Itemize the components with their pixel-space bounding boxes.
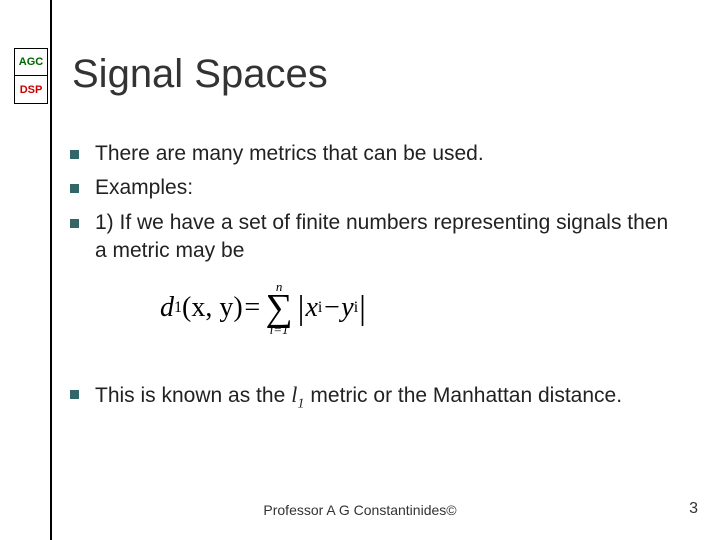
formula-fn-sub: 1 <box>174 299 182 317</box>
square-bullet-icon <box>70 184 79 193</box>
list-item: Examples: <box>70 174 670 202</box>
square-bullet-icon <box>70 150 79 159</box>
badge-agc: AGC <box>14 48 48 76</box>
square-bullet-icon <box>70 219 79 228</box>
slide-number: 3 <box>689 500 698 518</box>
list-item: 1) If we have a set of finite numbers re… <box>70 209 670 266</box>
minus: − <box>322 292 341 324</box>
bullet-text: This is known as the l1 metric or the Ma… <box>95 380 670 414</box>
term-x: x <box>305 292 317 324</box>
text-post: metric or the Manhattan distance. <box>310 382 622 410</box>
text-pre: This is known as the <box>95 382 285 410</box>
square-bullet-icon <box>70 390 79 399</box>
term-y: y <box>341 292 353 324</box>
badge-stack: AGC DSP <box>14 48 50 104</box>
sigma-symbol: ∑ <box>266 293 293 323</box>
slide-title: Signal Spaces <box>72 48 328 94</box>
list-item: This is known as the l1 metric or the Ma… <box>70 380 670 414</box>
l1-sub: 1 <box>297 396 304 411</box>
abs-bar-icon: | <box>358 295 367 322</box>
sigma-icon: n ∑ i=1 <box>266 280 293 336</box>
content-area: There are many metrics that can be used.… <box>70 140 670 271</box>
bullet-text: 1) If we have a set of finite numbers re… <box>95 209 670 266</box>
list-item: There are many metrics that can be used. <box>70 140 670 168</box>
title-block: AGC DSP Signal Spaces <box>14 48 328 104</box>
formula-args: (x, y) <box>182 292 243 324</box>
badge-dsp: DSP <box>14 76 48 104</box>
bullet-text: Examples: <box>95 174 670 202</box>
sum-lower: i=1 <box>270 323 289 336</box>
bullet-text: There are many metrics that can be used. <box>95 140 670 168</box>
footer-credit: Professor A G Constantinides© <box>0 502 720 518</box>
lower-content: This is known as the l1 metric or the Ma… <box>70 380 670 420</box>
l1-symbol: l1 <box>291 380 304 414</box>
formula-eq: = <box>243 292 262 324</box>
formula-fn: d <box>160 292 174 324</box>
formula-d1: d1(x, y) = n ∑ i=1 | xi − yi | <box>160 280 367 336</box>
